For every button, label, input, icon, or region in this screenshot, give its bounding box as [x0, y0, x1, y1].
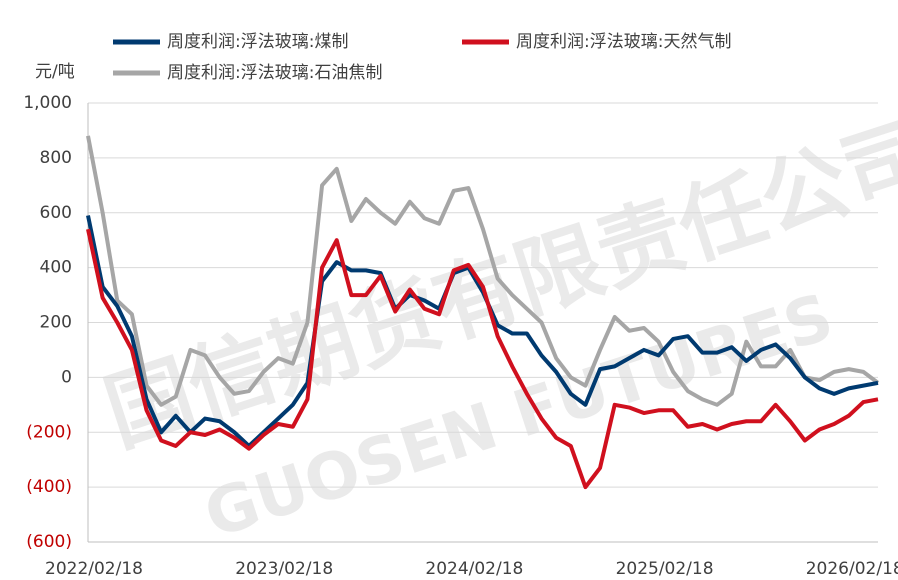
- x-tick-label: 2023/02/18: [235, 559, 333, 579]
- legend-label: 周度利润:浮法玻璃:煤制: [167, 32, 348, 52]
- x-tick-label: 2026/02/18: [806, 559, 898, 579]
- y-axis-label: 元/吨: [35, 62, 75, 82]
- y-tick-label: 800: [40, 148, 72, 168]
- series-line: [86, 135, 880, 407]
- legend-label: 周度利润:浮法玻璃:天然气制: [516, 32, 731, 52]
- y-tick-label: 600: [40, 203, 72, 223]
- y-tick-label: 400: [40, 258, 72, 278]
- y-tick-label: (400): [26, 477, 72, 497]
- y-tick-label: 0: [61, 367, 72, 387]
- x-tick-label: 2025/02/18: [616, 559, 714, 579]
- x-tick-label: 2022/02/18: [45, 559, 143, 579]
- y-tick-label: 1,000: [23, 93, 72, 113]
- y-tick-label: (600): [26, 532, 72, 552]
- y-tick-label: 200: [40, 313, 72, 333]
- legend-label: 周度利润:浮法玻璃:石油焦制: [167, 63, 382, 83]
- y-tick-label: (200): [26, 422, 72, 442]
- series-line: [86, 228, 879, 490]
- x-tick-label: 2024/02/18: [425, 559, 523, 579]
